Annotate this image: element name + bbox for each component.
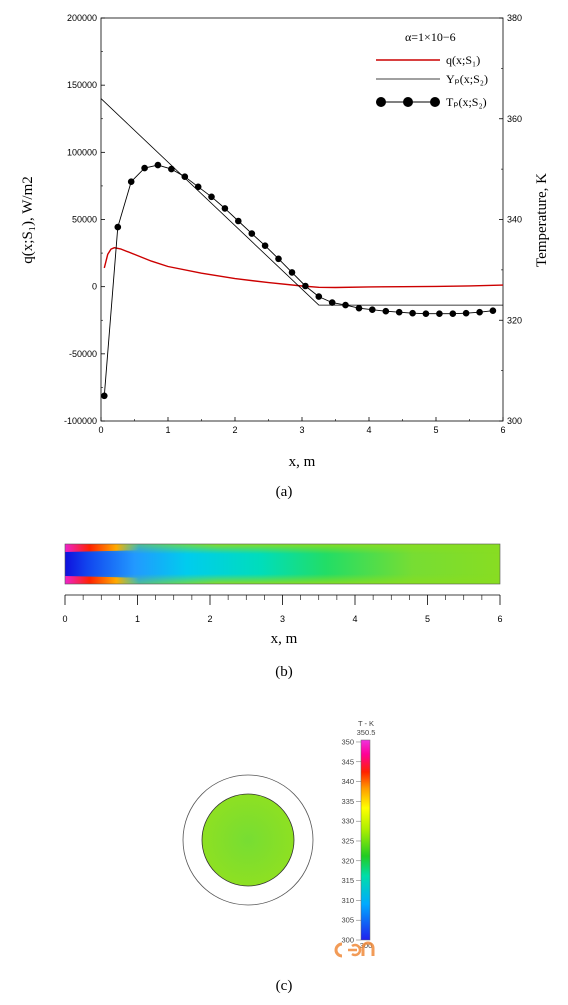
series-marker [422, 310, 430, 318]
y-right-axis-label: Temperature, K [534, 173, 550, 267]
colorbar-tick-label: 335 [341, 797, 354, 806]
legend-marker [430, 97, 440, 107]
y-left-axis-label: q(x;S₁), W/m2 [20, 176, 36, 263]
colorbar-tick-label: 330 [341, 817, 354, 826]
y-left-tick-label: 50000 [72, 215, 97, 225]
panel-b-x-tick-label: 6 [497, 614, 502, 624]
logo-watermark [334, 941, 375, 958]
series-marker [288, 269, 296, 276]
legend-marker [403, 97, 413, 107]
y-left-tick-label: -50000 [69, 349, 97, 359]
panel-b-x-tick-label: 3 [280, 614, 285, 624]
hot-edge-bottom [65, 576, 270, 584]
panel-b-x-tick-label: 0 [62, 614, 67, 624]
y-right-tick-label: 320 [507, 315, 522, 325]
colorbar-tick-label: 310 [341, 896, 354, 905]
series-marker [342, 301, 349, 309]
series-marker [154, 161, 162, 169]
y-left-tick-label: 200000 [67, 13, 97, 23]
series-marker [194, 183, 202, 191]
series-marker [208, 193, 215, 201]
x-tick-label: 3 [299, 425, 304, 435]
series-marker [395, 308, 403, 316]
y-left-tick-label: -100000 [64, 416, 97, 426]
alpha-annotation: α=1×10−6 [405, 30, 456, 44]
legend-label-2: Yₚ(x;S₂) [446, 72, 488, 86]
panel-b-caption: (b) [275, 664, 293, 680]
panel-b-x-tick-label: 1 [135, 614, 140, 624]
x-tick-label: 6 [500, 425, 505, 435]
series-marker [328, 299, 336, 306]
colorbar-tick-label: 320 [341, 856, 354, 865]
x-tick-label: 0 [98, 425, 103, 435]
y-left-tick-label: 100000 [67, 147, 97, 157]
series-marker [302, 282, 309, 290]
series-marker [261, 242, 269, 249]
pipe-cross-section-core [201, 793, 295, 887]
panel-b-x-label: x, m [271, 631, 298, 647]
series-marker [181, 173, 189, 180]
colorbar-tick-label: 325 [341, 836, 354, 845]
y-right-tick-label: 340 [507, 215, 522, 225]
colorbar-tick-label: 350 [341, 737, 354, 746]
x-tick-label: 1 [165, 425, 170, 435]
x-tick-label: 5 [433, 425, 438, 435]
colorbar-tick-label: 300 [341, 936, 354, 945]
x-tick-label: 2 [232, 425, 237, 435]
colorbar-tick-label: 340 [341, 777, 354, 786]
panel-c-caption: (c) [276, 978, 293, 994]
hot-edge-top [65, 544, 270, 552]
colorbar-max-label: 350.5 [357, 728, 376, 737]
x-axis-label: x, m [289, 454, 316, 470]
pipe-outline [64, 543, 501, 585]
series-line-2 [100, 98, 503, 306]
series-marker [462, 309, 470, 317]
series-marker [235, 217, 242, 225]
y-left-tick-label: 150000 [67, 80, 97, 90]
series-marker [355, 304, 363, 312]
series-marker [489, 307, 497, 315]
colorbar [360, 739, 371, 941]
series-marker [382, 307, 390, 315]
series-marker [248, 230, 256, 237]
series-marker [476, 308, 483, 316]
series-line-1 [103, 247, 504, 289]
colorbar-tick-label: 345 [341, 757, 354, 766]
y-right-tick-label: 360 [507, 114, 522, 124]
panel-a-caption: (a) [276, 484, 293, 500]
legend-label-3: Tₚ(x;S₂) [446, 95, 487, 109]
legend-label-1: q(x;S₁) [446, 53, 480, 67]
series-marker [275, 255, 282, 263]
panel-c-heatmap: T - K 350.5 300 305 310 315 320 325 330 335 340 3… [182, 719, 376, 994]
panel-b-heatmap: 0 1 2 3 4 5 6 x, m (b) [62, 543, 503, 680]
y-right-tick-label: 380 [507, 13, 522, 23]
panel-b-x-tick-label: 5 [425, 614, 430, 624]
legend-marker [376, 97, 386, 107]
series-marker [168, 165, 175, 173]
y-right-tick-label: 300 [507, 416, 522, 426]
colorbar-tick-label: 315 [341, 876, 354, 885]
colorbar-min-label: 300 [360, 941, 373, 950]
series-marker [101, 392, 108, 400]
series-marker [127, 178, 135, 185]
colorbar-tick-label: 305 [341, 916, 354, 925]
series-marker [315, 293, 323, 300]
series-marker [449, 310, 457, 318]
x-tick-label: 4 [366, 425, 371, 435]
plot-frame [100, 17, 504, 422]
panel-b-x-tick-label: 2 [207, 614, 212, 624]
series-line-3 [103, 164, 493, 396]
series-marker [114, 223, 122, 231]
panel-a-chart: 0 1 2 3 4 5 6 -100000 -50000 0 50000 100000 150000 20… [20, 13, 550, 500]
y-left-tick-label: 0 [92, 282, 97, 292]
series-marker [409, 309, 416, 317]
series-marker [369, 306, 376, 314]
series-marker [436, 310, 443, 318]
panel-b-x-tick-label: 4 [352, 614, 357, 624]
pipe-wall-blend [65, 544, 500, 584]
series-marker [141, 164, 148, 172]
colorbar-title: T - K [358, 719, 374, 728]
series-marker [221, 205, 229, 212]
